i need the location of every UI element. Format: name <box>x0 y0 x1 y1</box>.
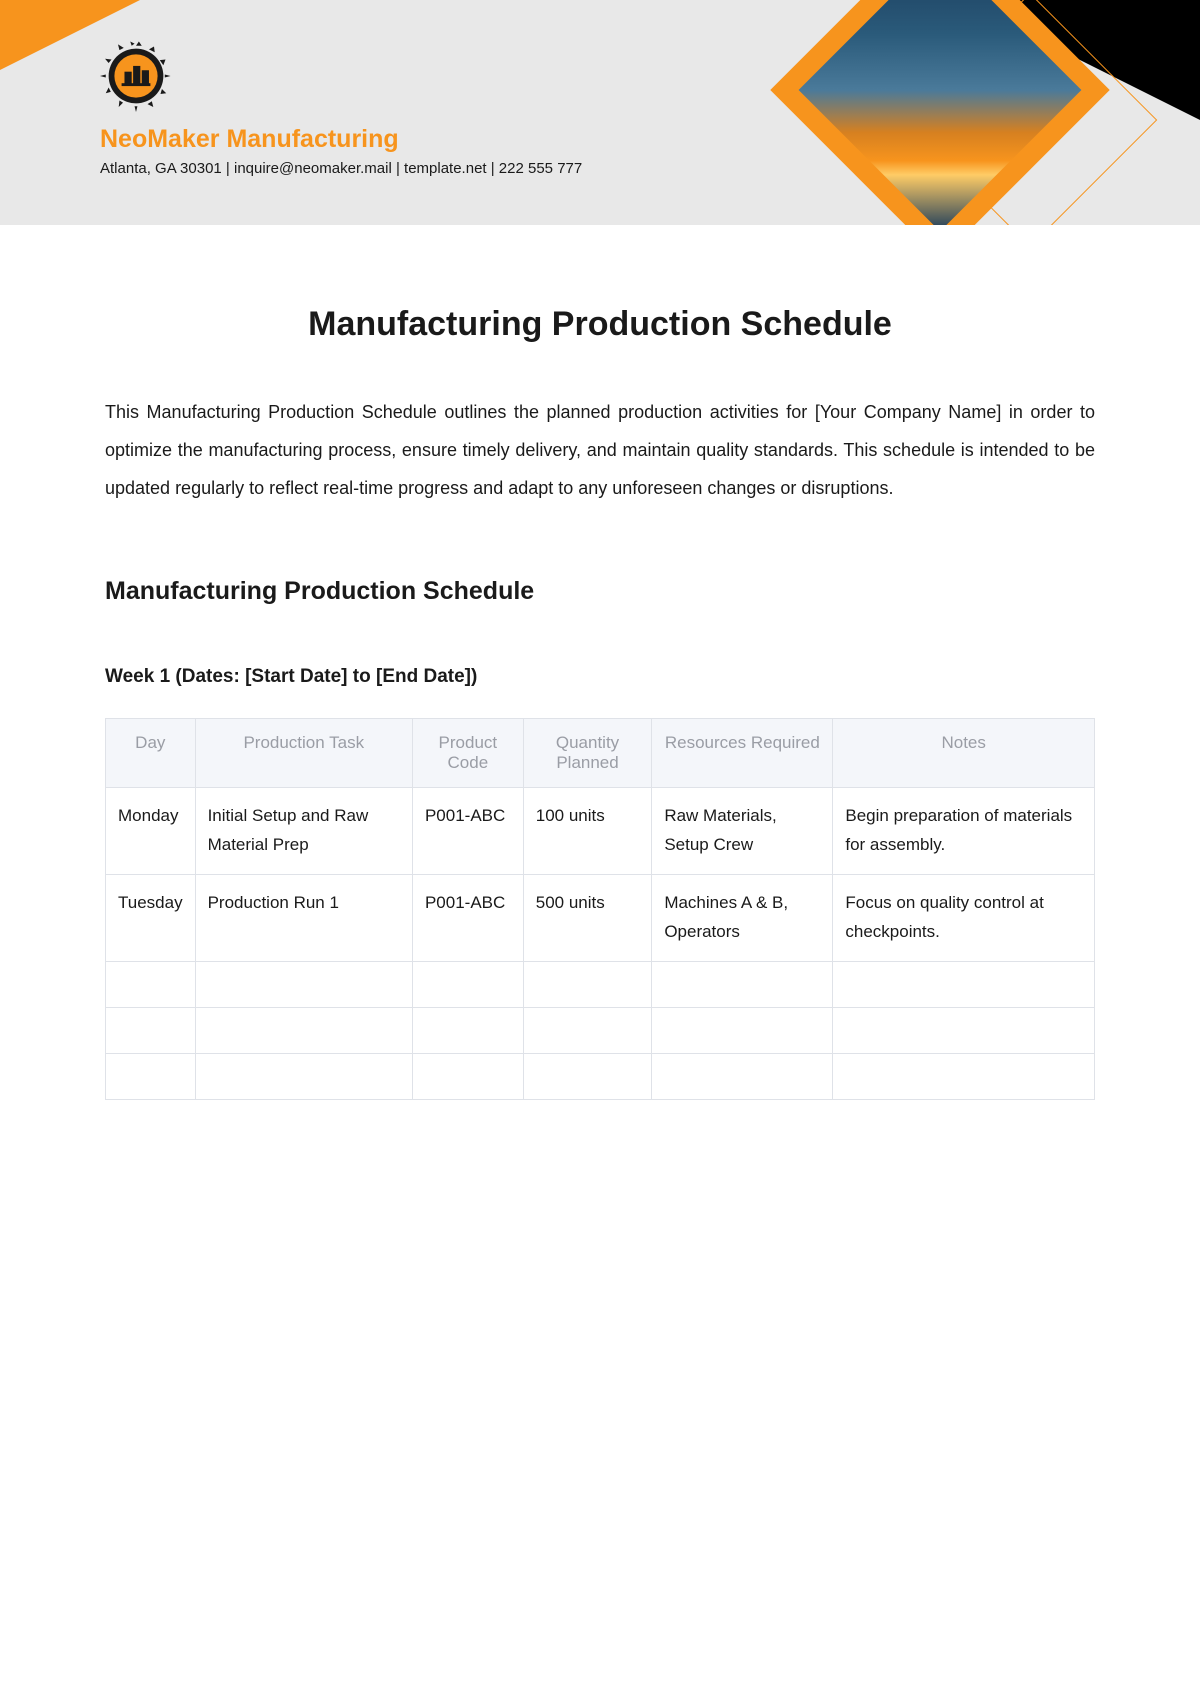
table-cell-empty <box>106 961 196 1007</box>
table-cell-empty <box>195 1007 412 1053</box>
table-cell: Focus on quality control at checkpoints. <box>833 875 1095 962</box>
table-cell: P001-ABC <box>412 788 523 875</box>
table-cell-empty <box>412 1053 523 1099</box>
table-cell-empty <box>106 1007 196 1053</box>
schedule-table: DayProduction TaskProduct CodeQuantity P… <box>105 718 1095 1100</box>
table-cell-empty <box>412 1007 523 1053</box>
table-row-empty <box>106 1053 1095 1099</box>
table-header-row: DayProduction TaskProduct CodeQuantity P… <box>106 719 1095 788</box>
table-cell: Tuesday <box>106 875 196 962</box>
table-cell-empty <box>106 1053 196 1099</box>
table-row: TuesdayProduction Run 1P001-ABC500 units… <box>106 875 1095 962</box>
table-cell: Raw Materials, Setup Crew <box>652 788 833 875</box>
table-cell: Production Run 1 <box>195 875 412 962</box>
week-title: Week 1 (Dates: [Start Date] to [End Date… <box>105 666 1095 688</box>
company-contact: Atlanta, GA 30301 | inquire@neomaker.mai… <box>100 160 582 177</box>
table-column-header: Quantity Planned <box>523 719 652 788</box>
table-cell: Initial Setup and Raw Material Prep <box>195 788 412 875</box>
table-row-empty <box>106 961 1095 1007</box>
table-row: MondayInitial Setup and Raw Material Pre… <box>106 788 1095 875</box>
table-cell: Begin preparation of materials for assem… <box>833 788 1095 875</box>
table-cell-empty <box>195 961 412 1007</box>
table-cell: P001-ABC <box>412 875 523 962</box>
table-cell-empty <box>652 961 833 1007</box>
table-column-header: Day <box>106 719 196 788</box>
section-title: Manufacturing Production Schedule <box>105 577 1095 606</box>
table-cell-empty <box>412 961 523 1007</box>
table-cell-empty <box>195 1053 412 1099</box>
intro-paragraph: This Manufacturing Production Schedule o… <box>105 394 1095 507</box>
table-cell-empty <box>523 1007 652 1053</box>
table-column-header: Production Task <box>195 719 412 788</box>
table-cell-empty <box>833 961 1095 1007</box>
table-column-header: Notes <box>833 719 1095 788</box>
document-body: Manufacturing Production Schedule This M… <box>0 225 1200 1160</box>
table-cell-empty <box>652 1007 833 1053</box>
table-cell-empty <box>833 1053 1095 1099</box>
table-cell: Monday <box>106 788 196 875</box>
table-cell-empty <box>833 1007 1095 1053</box>
document-header: NeoMaker Manufacturing Atlanta, GA 30301… <box>0 0 1200 225</box>
page-title: Manufacturing Production Schedule <box>105 305 1095 344</box>
table-cell: 100 units <box>523 788 652 875</box>
company-name: NeoMaker Manufacturing <box>100 125 582 154</box>
table-row-empty <box>106 1007 1095 1053</box>
table-column-header: Product Code <box>412 719 523 788</box>
table-cell: Machines A & B, Operators <box>652 875 833 962</box>
table-cell: 500 units <box>523 875 652 962</box>
gear-logo-icon <box>100 40 172 112</box>
table-cell-empty <box>523 1053 652 1099</box>
table-cell-empty <box>652 1053 833 1099</box>
logo-block: NeoMaker Manufacturing Atlanta, GA 30301… <box>100 40 582 177</box>
table-cell-empty <box>523 961 652 1007</box>
table-column-header: Resources Required <box>652 719 833 788</box>
